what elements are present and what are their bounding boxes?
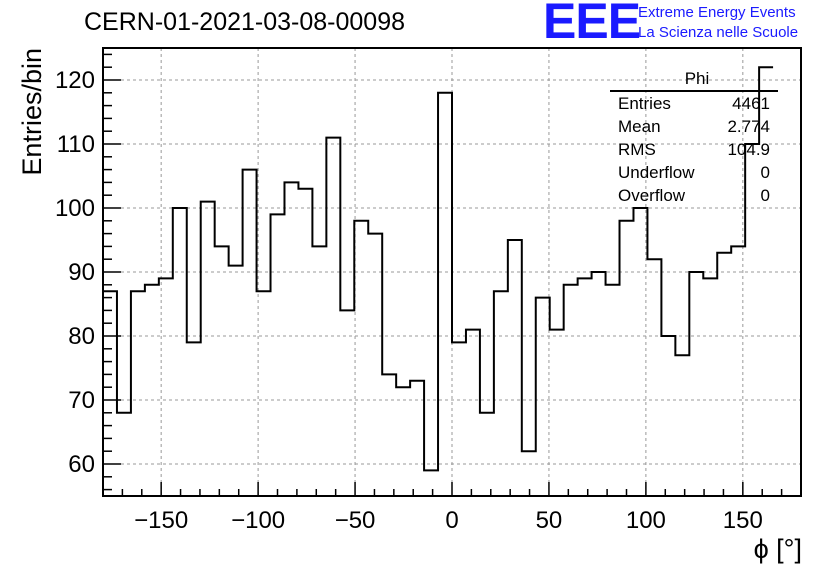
y-tick-label: 70 xyxy=(68,387,95,414)
plot-frame xyxy=(102,47,802,497)
eee-tagline-2: La Scienza nelle Scuole xyxy=(638,24,799,41)
stats-row-overflow: Overflow 0 xyxy=(610,184,778,207)
stats-row-underflow: Underflow 0 xyxy=(610,161,778,184)
stats-box: Phi Entries 4461 Mean 2.774 RMS 104.9 Under… xyxy=(610,68,778,207)
stats-value: 4461 xyxy=(732,94,770,113)
y-tick-label: 60 xyxy=(68,451,95,478)
y-tick-label: 90 xyxy=(68,259,95,286)
stats-value: 0 xyxy=(760,186,770,205)
stats-key: Underflow xyxy=(618,163,695,182)
y-tick-label: 120 xyxy=(55,67,95,94)
y-tick-label: 80 xyxy=(68,323,95,350)
x-tick-label: 50 xyxy=(536,507,563,534)
histogram-series-line xyxy=(102,66,774,496)
eee-tagline-1: Extreme Energy Events xyxy=(638,4,796,21)
x-tick-label: 0 xyxy=(445,507,458,534)
stats-value: 2.774 xyxy=(727,117,770,136)
x-axis-label: ϕ [°] xyxy=(754,534,802,564)
stats-value: 0 xyxy=(760,163,770,182)
stats-value: 104.9 xyxy=(727,140,770,159)
stats-key: Entries xyxy=(618,94,671,113)
tick-labels: −150 −100 −50 0 50 100 150 60 70 80 90 100 110 120 xyxy=(55,67,763,534)
y-axis-label: Entries/bin xyxy=(17,48,47,176)
stats-key: Mean xyxy=(618,117,661,136)
x-tick-label: 100 xyxy=(626,507,666,534)
x-tick-label: −150 xyxy=(134,507,188,534)
y-tick-label: 100 xyxy=(55,195,95,222)
run-title: CERN-01-2021-03-08-00098 xyxy=(84,8,406,36)
stats-row-rms: RMS 104.9 xyxy=(610,138,778,161)
stats-box-title: Phi xyxy=(610,68,778,92)
y-tick-label: 110 xyxy=(57,131,95,158)
stats-key: RMS xyxy=(618,140,656,159)
x-tick-label: 150 xyxy=(723,507,763,534)
x-tick-label: −50 xyxy=(335,507,376,534)
stats-row-entries: Entries 4461 xyxy=(610,92,778,115)
stats-key: Overflow xyxy=(618,186,686,205)
eee-logo: EEE xyxy=(543,0,641,49)
stats-row-mean: Mean 2.774 xyxy=(610,115,778,138)
x-tick-label: −100 xyxy=(231,507,285,534)
